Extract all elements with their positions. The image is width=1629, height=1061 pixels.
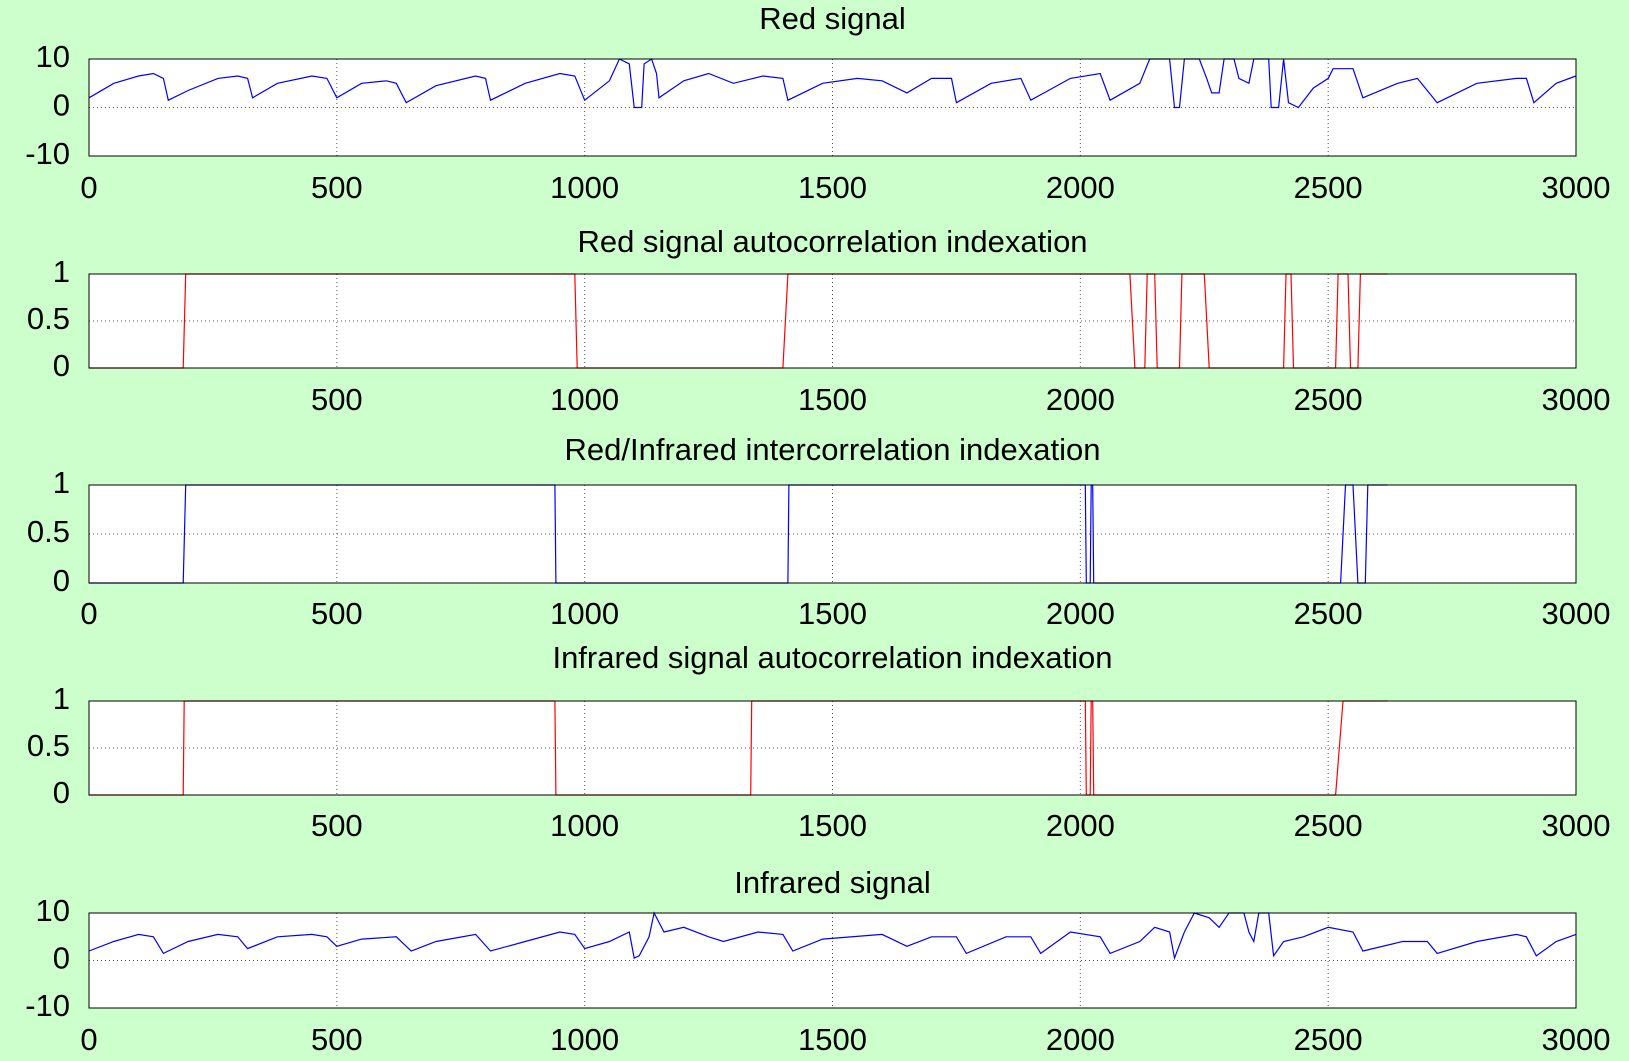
x-tick-label: 3000 [1542, 170, 1611, 205]
x-tick-label: 1000 [550, 1022, 619, 1057]
x-tick-label: 2500 [1294, 170, 1363, 205]
plot-frame [88, 484, 1577, 584]
subplot-title: Red signal [759, 1, 905, 36]
plot-frame [88, 273, 1577, 369]
x-tick-label: 0 [80, 596, 97, 631]
x-tick-label: 2000 [1046, 170, 1115, 205]
x-tick-label: 2500 [1294, 596, 1363, 631]
y-tick-label: 1 [53, 681, 70, 716]
x-tick-label: 1000 [550, 382, 619, 417]
x-tick-label: 2500 [1294, 808, 1363, 843]
x-tick-label: 2000 [1046, 382, 1115, 417]
x-tick-label: 1000 [550, 170, 619, 205]
signal-line [88, 911, 1577, 961]
y-tick-label: 10 [36, 893, 70, 928]
x-tick-label: 2000 [1046, 1022, 1115, 1057]
x-tick-label: 500 [311, 382, 363, 417]
x-tick-label: 2000 [1046, 808, 1115, 843]
plot-area [89, 701, 1576, 795]
x-tick-label: 2500 [1294, 382, 1363, 417]
x-tick-label: 500 [311, 596, 363, 631]
signal-line [89, 484, 1388, 584]
plot-frame [88, 912, 1577, 1009]
x-tick-label: 1500 [798, 170, 867, 205]
y-tick-label: 0.5 [27, 728, 70, 763]
y-tick-label: 0 [53, 563, 70, 598]
plot-frame [88, 700, 1577, 796]
subplot-title: Red signal autocorrelation indexation [577, 224, 1087, 259]
x-tick-label: 3000 [1542, 596, 1611, 631]
plot-area [89, 913, 1576, 1008]
subplot-title: Infrared signal [734, 865, 930, 900]
x-tick-label: 500 [311, 808, 363, 843]
y-tick-label: 0 [53, 941, 70, 976]
x-tick-label: 500 [311, 170, 363, 205]
subplot-title: Infrared signal autocorrelation indexati… [552, 640, 1112, 675]
x-tick-label: 3000 [1542, 808, 1611, 843]
x-tick-label: 3000 [1542, 1022, 1611, 1057]
y-tick-label: 0 [53, 348, 70, 383]
y-tick-label: 0.5 [27, 301, 70, 336]
x-tick-label: 0 [80, 1022, 97, 1057]
plot-area [89, 274, 1576, 368]
y-tick-label: 0 [53, 88, 70, 123]
x-tick-label: 500 [311, 1022, 363, 1057]
x-tick-label: 1000 [550, 596, 619, 631]
y-tick-label: 1 [53, 465, 70, 500]
y-tick-label: -10 [25, 136, 70, 171]
y-tick-label: 0.5 [27, 514, 70, 549]
x-tick-label: 1500 [798, 808, 867, 843]
y-tick-label: 10 [36, 39, 70, 74]
y-tick-label: 1 [53, 254, 70, 289]
x-tick-label: 1500 [798, 382, 867, 417]
signal-line [88, 58, 1577, 109]
x-tick-label: 2000 [1046, 596, 1115, 631]
x-tick-label: 0 [80, 170, 97, 205]
x-tick-label: 2500 [1294, 1022, 1363, 1057]
plot-frame [88, 58, 1577, 157]
x-tick-label: 1500 [798, 1022, 867, 1057]
y-tick-label: 0 [53, 775, 70, 810]
x-tick-label: 1000 [550, 808, 619, 843]
x-tick-label: 3000 [1542, 382, 1611, 417]
y-tick-label: -10 [25, 988, 70, 1023]
subplot-title: Red/Infrared intercorrelation indexation [565, 432, 1101, 467]
x-tick-label: 1500 [798, 596, 867, 631]
